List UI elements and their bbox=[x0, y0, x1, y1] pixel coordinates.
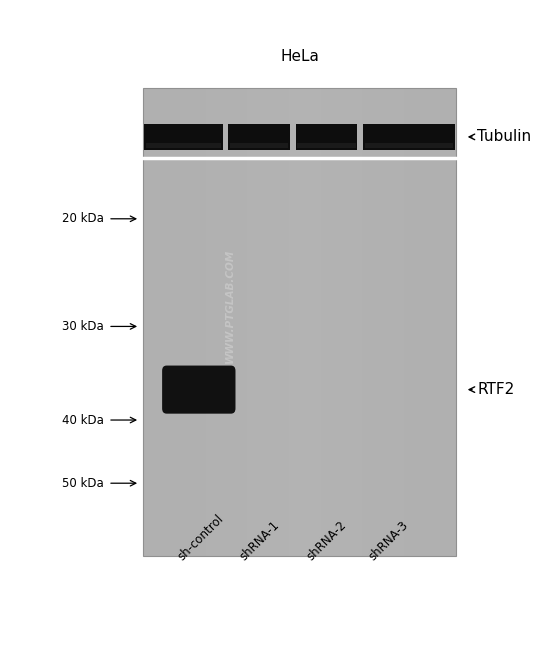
Text: RTF2: RTF2 bbox=[477, 382, 515, 397]
Bar bbox=[268, 88, 279, 556]
Bar bbox=[279, 88, 289, 556]
Bar bbox=[362, 88, 373, 556]
Bar bbox=[144, 124, 223, 150]
Bar bbox=[226, 88, 237, 556]
Bar bbox=[297, 143, 356, 148]
Bar bbox=[185, 88, 195, 556]
Bar bbox=[195, 88, 206, 556]
Bar bbox=[289, 88, 300, 556]
Bar bbox=[352, 88, 362, 556]
Bar bbox=[143, 88, 153, 556]
Bar bbox=[394, 88, 404, 556]
Bar bbox=[296, 124, 357, 150]
Bar bbox=[300, 88, 310, 556]
Bar bbox=[237, 88, 248, 556]
Text: 20 kDa: 20 kDa bbox=[62, 213, 104, 226]
Bar bbox=[143, 88, 456, 556]
Bar bbox=[342, 88, 352, 556]
Bar bbox=[373, 88, 383, 556]
Bar bbox=[446, 88, 456, 556]
Text: HeLa: HeLa bbox=[280, 49, 319, 64]
Text: Tubulin: Tubulin bbox=[477, 129, 531, 144]
Bar bbox=[383, 88, 394, 556]
Bar bbox=[146, 143, 221, 148]
Bar bbox=[363, 124, 455, 150]
Bar bbox=[216, 88, 226, 556]
Bar bbox=[206, 88, 216, 556]
Bar bbox=[404, 88, 414, 556]
Bar bbox=[331, 88, 342, 556]
Bar bbox=[164, 88, 174, 556]
Bar bbox=[228, 124, 290, 150]
Text: 50 kDa: 50 kDa bbox=[62, 476, 104, 489]
Text: 40 kDa: 40 kDa bbox=[62, 413, 104, 426]
Bar bbox=[174, 88, 185, 556]
Bar bbox=[310, 88, 320, 556]
Text: 30 kDa: 30 kDa bbox=[62, 320, 104, 333]
Bar bbox=[436, 88, 446, 556]
Text: WWW.PTGLAB.COM: WWW.PTGLAB.COM bbox=[225, 248, 235, 363]
Bar bbox=[230, 143, 288, 148]
Bar bbox=[365, 143, 453, 148]
Bar bbox=[248, 88, 258, 556]
Text: shRNA-3: shRNA-3 bbox=[366, 519, 410, 564]
Text: shRNA-2: shRNA-2 bbox=[305, 519, 349, 564]
Bar bbox=[153, 88, 164, 556]
Text: sh-control: sh-control bbox=[176, 513, 226, 564]
Text: shRNA-1: shRNA-1 bbox=[237, 519, 282, 564]
FancyBboxPatch shape bbox=[162, 365, 235, 413]
Bar bbox=[425, 88, 436, 556]
Bar bbox=[169, 397, 228, 406]
Bar bbox=[414, 88, 425, 556]
Bar bbox=[320, 88, 331, 556]
Bar bbox=[258, 88, 268, 556]
